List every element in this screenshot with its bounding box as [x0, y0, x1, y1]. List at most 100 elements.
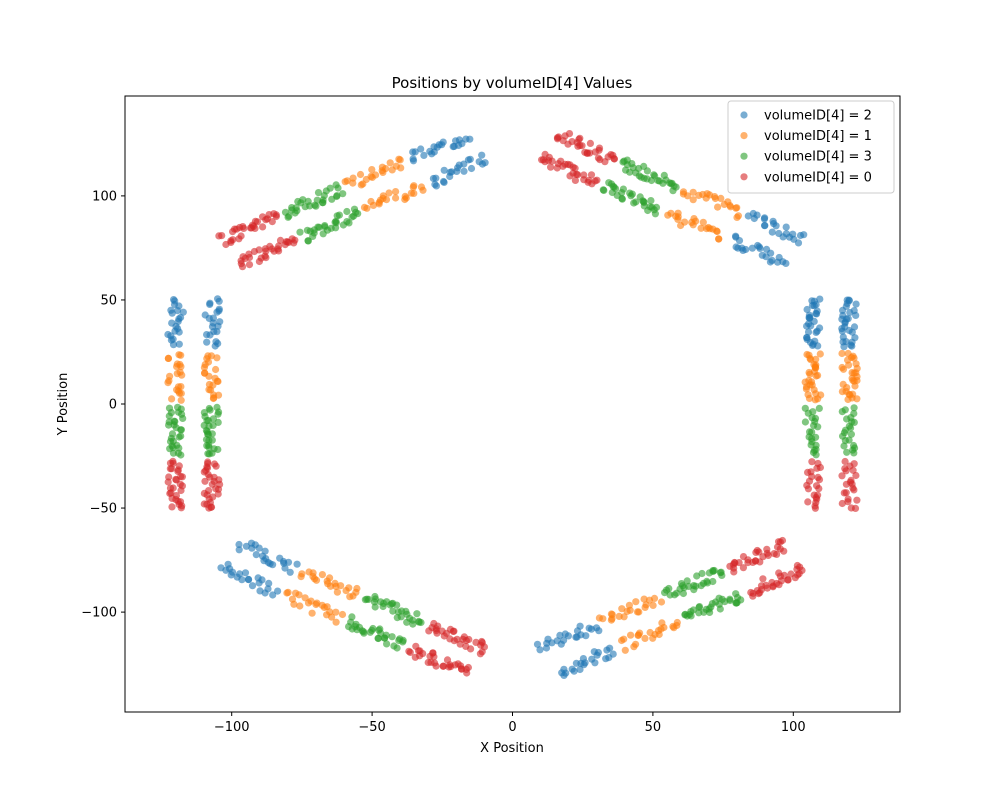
scatter-point — [200, 489, 208, 497]
scatter-point — [669, 187, 677, 195]
scatter-point — [296, 602, 304, 610]
scatter-point — [648, 203, 656, 211]
scatter-point — [748, 244, 757, 252]
scatter-point — [222, 240, 230, 249]
scatter-point — [679, 589, 688, 598]
y-tick-label: 50 — [100, 293, 117, 308]
scatter-point — [664, 211, 672, 219]
scatter-point — [209, 394, 217, 403]
scatter-point — [269, 591, 277, 599]
scatter-point — [650, 594, 659, 603]
scatter-point — [309, 232, 317, 240]
scatter-point — [342, 587, 350, 595]
scatter-point — [208, 436, 216, 444]
scatter-point — [393, 644, 401, 652]
scatter-point — [335, 211, 343, 219]
scatter-point — [796, 231, 805, 240]
scatter-point — [255, 257, 263, 266]
scatter-point — [697, 224, 705, 232]
scatter-point — [851, 334, 859, 342]
scatter-point — [853, 395, 861, 403]
scatter-point — [213, 354, 221, 362]
scatter-point — [703, 190, 711, 198]
scatter-point — [229, 228, 237, 236]
scatter-point — [360, 203, 369, 211]
scatter-point — [248, 582, 257, 590]
scatter-point — [222, 566, 230, 574]
scatter-point — [569, 169, 577, 177]
scatter-point — [846, 478, 855, 486]
scatter-point — [164, 478, 172, 486]
scatter-point — [839, 365, 848, 373]
scatter-point — [268, 218, 276, 226]
scatter-point — [850, 441, 858, 450]
scatter-point — [668, 179, 676, 187]
scatter-point — [632, 640, 640, 648]
scatter-point — [206, 300, 214, 308]
scatter-point — [284, 588, 292, 597]
scatter-point — [205, 380, 213, 389]
scatter-point — [169, 335, 177, 343]
scatter-point — [626, 189, 634, 197]
scatter-point — [392, 194, 400, 202]
scatter-point — [432, 174, 440, 182]
scatter-point — [808, 458, 816, 466]
scatter-point — [174, 408, 183, 416]
scatter-point — [775, 229, 783, 238]
scatter-point — [205, 443, 213, 451]
scatter-point — [607, 616, 616, 624]
scatter-point — [386, 159, 394, 167]
scatter-point — [204, 358, 213, 366]
scatter-point — [595, 146, 603, 154]
scatter-point — [466, 155, 474, 163]
scatter-point — [164, 354, 172, 362]
scatter-point — [303, 226, 311, 234]
scatter-point — [328, 613, 336, 621]
scatter-point — [375, 198, 383, 207]
scatter-point — [258, 576, 266, 584]
scatter-point — [168, 465, 176, 473]
scatter-point — [174, 449, 182, 457]
scatter-point — [815, 404, 823, 412]
scatter-point — [689, 606, 698, 614]
scatter-point — [844, 356, 852, 364]
scatter-point — [450, 637, 458, 645]
scatter-point — [411, 148, 419, 156]
scatter-point — [164, 330, 172, 339]
scatter-point — [714, 203, 722, 211]
y-tick-label: −50 — [90, 502, 117, 517]
scatter-point — [647, 197, 655, 205]
scatter-point — [409, 620, 417, 628]
scatter-point — [212, 462, 220, 470]
scatter-point — [213, 308, 221, 316]
scatter-point — [177, 426, 185, 434]
scatter-point — [679, 190, 688, 198]
scatter-point — [536, 646, 544, 654]
scatter-point — [417, 183, 426, 191]
scatter-point — [319, 230, 327, 238]
scatter-point — [179, 308, 187, 316]
scatter-point — [175, 351, 183, 359]
scatter-point — [356, 170, 365, 179]
scatter-point — [284, 558, 293, 566]
scatter-point — [297, 573, 305, 581]
scatter-point — [726, 595, 734, 603]
scatter-point — [803, 334, 811, 342]
scatter-point — [264, 585, 272, 593]
scatter-point — [580, 171, 588, 179]
scatter-point — [768, 228, 776, 236]
scatter-point — [695, 603, 704, 611]
scatter-point — [415, 617, 423, 626]
scatter-point — [250, 247, 258, 256]
scatter-point — [761, 221, 769, 229]
scatter-point — [417, 145, 425, 153]
scatter-point — [755, 548, 763, 556]
scatter-point — [318, 571, 326, 579]
scatter-point — [739, 564, 748, 572]
scatter-point — [314, 189, 323, 197]
scatter-point — [687, 612, 695, 620]
scatter-point — [460, 167, 468, 175]
x-tick-label: 50 — [645, 720, 662, 735]
points-layer — [164, 130, 861, 680]
